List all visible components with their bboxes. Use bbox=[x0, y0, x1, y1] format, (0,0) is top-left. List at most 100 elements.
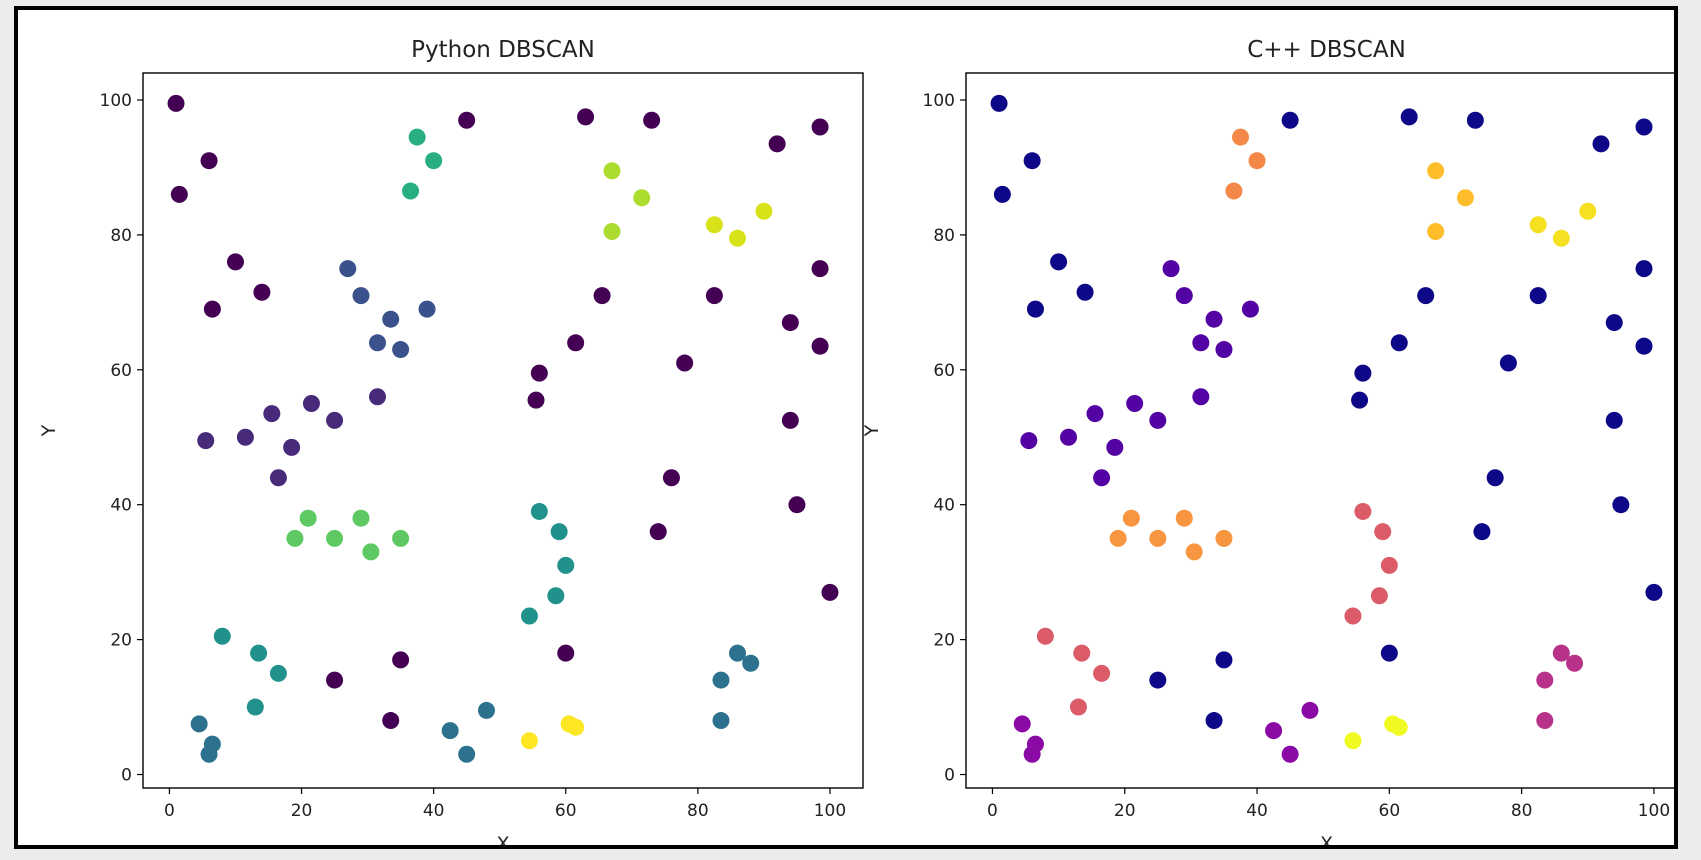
cpp-data-point bbox=[1466, 111, 1484, 129]
python-data-point bbox=[167, 94, 185, 112]
cpp-data-point bbox=[1400, 108, 1418, 126]
python-data-point bbox=[352, 509, 370, 527]
cpp-x-tick-label: 40 bbox=[1246, 801, 1268, 821]
python-data-point bbox=[811, 118, 829, 136]
cpp-data-point bbox=[1232, 128, 1250, 146]
python-data-point bbox=[200, 152, 218, 170]
python-data-point bbox=[418, 300, 436, 318]
cpp-data-point bbox=[1456, 189, 1474, 207]
cpp-data-point bbox=[1380, 556, 1398, 574]
python-data-point bbox=[530, 364, 548, 382]
cpp-data-point bbox=[1635, 118, 1653, 136]
python-data-point bbox=[603, 162, 621, 180]
cpp-data-point bbox=[1566, 654, 1584, 672]
python-data-point bbox=[458, 111, 476, 129]
cpp-data-point bbox=[1215, 529, 1233, 547]
cpp-data-point bbox=[990, 94, 1008, 112]
cpp-data-point bbox=[1552, 229, 1570, 247]
cpp-data-point bbox=[1126, 395, 1144, 413]
python-x-tick-label: 100 bbox=[814, 801, 846, 821]
python-data-point bbox=[811, 337, 829, 355]
python-data-point bbox=[203, 300, 221, 318]
cpp-data-point bbox=[1579, 202, 1597, 220]
python-data-point bbox=[550, 523, 568, 541]
python-data-point bbox=[283, 438, 301, 456]
cpp-data-point bbox=[1374, 523, 1392, 541]
python-data-point bbox=[705, 287, 723, 305]
cpp-data-point bbox=[1076, 283, 1094, 301]
cpp-data-point bbox=[1175, 509, 1193, 527]
cpp-data-point bbox=[1281, 111, 1299, 129]
cpp-panel: C++ DBSCAN 0 20 40 60 80 100 0 20 40 60 80 100 X Y bbox=[861, 37, 1674, 845]
python-data-point bbox=[728, 229, 746, 247]
python-data-point bbox=[425, 152, 443, 170]
python-data-point bbox=[649, 523, 667, 541]
cpp-data-point bbox=[1020, 432, 1038, 450]
python-data-point bbox=[676, 354, 694, 372]
python-data-point bbox=[593, 287, 611, 305]
cpp-data-point bbox=[1026, 300, 1044, 318]
python-data-point bbox=[530, 502, 548, 520]
python-data-point bbox=[527, 391, 545, 409]
python-data-point bbox=[269, 469, 287, 487]
python-data-point bbox=[402, 182, 420, 200]
python-x-tick-label: 80 bbox=[687, 801, 709, 821]
python-data-point bbox=[821, 583, 839, 601]
cpp-y-tick-label: 0 bbox=[944, 766, 955, 786]
python-data-point bbox=[200, 745, 218, 763]
cpp-data-point bbox=[1205, 310, 1223, 328]
cpp-data-point bbox=[1344, 607, 1362, 625]
cpp-data-point bbox=[1192, 334, 1210, 352]
figure-frame: Python DBSCAN 0 20 40 60 80 100 0 20 40 60 80 100 X Y C… bbox=[14, 6, 1678, 849]
python-data-point bbox=[811, 260, 829, 278]
cpp-data-point bbox=[1069, 698, 1087, 716]
cpp-data-point bbox=[1050, 253, 1068, 271]
cpp-data-point bbox=[1417, 287, 1435, 305]
python-x-tick-label: 40 bbox=[423, 801, 445, 821]
python-data-point bbox=[547, 587, 565, 605]
cpp-data-point bbox=[1281, 745, 1299, 763]
cpp-x-tick-label: 100 bbox=[1638, 801, 1670, 821]
cpp-data-point bbox=[1529, 287, 1547, 305]
cpp-data-point bbox=[1344, 732, 1362, 750]
python-data-point bbox=[326, 529, 344, 547]
cpp-data-point bbox=[1109, 529, 1127, 547]
cpp-data-point bbox=[1390, 718, 1408, 736]
cpp-data-point bbox=[1162, 260, 1180, 278]
python-data-point bbox=[263, 405, 281, 423]
python-y-tick-label: 100 bbox=[100, 91, 132, 111]
python-data-point bbox=[352, 287, 370, 305]
python-x-axis-label: X bbox=[496, 833, 509, 845]
cpp-data-point bbox=[1093, 664, 1111, 682]
cpp-data-point bbox=[1536, 712, 1554, 730]
cpp-data-point bbox=[1149, 411, 1167, 429]
cpp-y-tick-label: 100 bbox=[923, 91, 955, 111]
python-data-point bbox=[781, 314, 799, 332]
cpp-data-point bbox=[1427, 223, 1445, 241]
python-data-point bbox=[382, 310, 400, 328]
cpp-data-point bbox=[1248, 152, 1266, 170]
cpp-data-point bbox=[1149, 529, 1167, 547]
python-plot-area bbox=[142, 72, 864, 789]
cpp-x-tick-label: 20 bbox=[1114, 801, 1136, 821]
python-data-point bbox=[190, 715, 208, 733]
python-data-point bbox=[253, 283, 271, 301]
python-y-tick-label: 80 bbox=[110, 226, 132, 246]
cpp-x-tick-label: 80 bbox=[1511, 801, 1533, 821]
cpp-data-point bbox=[1351, 391, 1369, 409]
cpp-data-point bbox=[1036, 627, 1054, 645]
python-y-tick-label: 60 bbox=[110, 361, 132, 381]
python-data-point bbox=[557, 556, 575, 574]
cpp-y-tick-label: 20 bbox=[933, 631, 955, 651]
cpp-data-point bbox=[1215, 651, 1233, 669]
cpp-data-point bbox=[1612, 496, 1630, 514]
python-data-point bbox=[236, 428, 254, 446]
python-data-point bbox=[339, 260, 357, 278]
cpp-data-point bbox=[1185, 543, 1203, 561]
cpp-data-point bbox=[1225, 182, 1243, 200]
cpp-data-point bbox=[1605, 314, 1623, 332]
cpp-data-point bbox=[1605, 411, 1623, 429]
python-data-point bbox=[742, 654, 760, 672]
python-data-point bbox=[408, 128, 426, 146]
python-data-point bbox=[633, 189, 651, 207]
